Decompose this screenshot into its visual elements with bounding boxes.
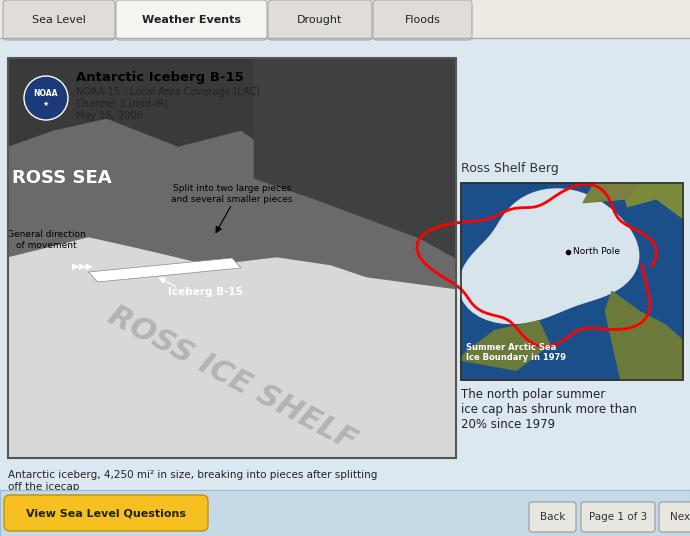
Polygon shape (583, 183, 639, 203)
Text: Channel 3 (mid-IR): Channel 3 (mid-IR) (76, 99, 168, 109)
FancyBboxPatch shape (4, 495, 208, 531)
Text: View Sea Level Questions: View Sea Level Questions (26, 508, 186, 518)
Bar (8, 290, 456, 458)
Polygon shape (605, 292, 683, 380)
Bar (0, 490, 690, 536)
Text: May 18, 2000: May 18, 2000 (76, 111, 143, 121)
Bar (8, 58, 456, 318)
FancyBboxPatch shape (116, 0, 267, 40)
Text: Back: Back (540, 512, 565, 522)
Text: Next: Next (671, 512, 690, 522)
Text: NOAA-15 - Local Area Coverage (LAC): NOAA-15 - Local Area Coverage (LAC) (76, 87, 260, 97)
Text: Antarctic Iceberg B-15: Antarctic Iceberg B-15 (76, 71, 244, 85)
Text: North Pole: North Pole (573, 248, 620, 256)
Polygon shape (88, 258, 241, 282)
Text: ★: ★ (43, 101, 49, 107)
FancyBboxPatch shape (3, 0, 115, 40)
Polygon shape (8, 58, 456, 218)
Text: Weather Events: Weather Events (142, 15, 241, 25)
Ellipse shape (24, 76, 68, 120)
Text: The north polar summer
ice cap has shrunk more than
20% since 1979: The north polar summer ice cap has shrun… (461, 388, 637, 431)
Text: ROSS SEA: ROSS SEA (12, 169, 112, 187)
Text: NOAA: NOAA (34, 88, 58, 98)
FancyBboxPatch shape (529, 502, 576, 532)
Bar (8, 58, 456, 458)
FancyBboxPatch shape (659, 502, 690, 532)
Text: Antarctic iceberg, 4,250 mi² in size, breaking into pieces after splitting
off t: Antarctic iceberg, 4,250 mi² in size, br… (8, 470, 377, 492)
Text: Sea Level: Sea Level (32, 15, 86, 25)
Text: Summer Arctic Sea
Ice Boundary in 1979: Summer Arctic Sea Ice Boundary in 1979 (466, 343, 566, 362)
Text: Floods: Floods (404, 15, 440, 25)
Bar (0, 38, 690, 490)
Polygon shape (621, 183, 683, 219)
Bar (461, 183, 683, 380)
Text: Ross Shelf Berg: Ross Shelf Berg (461, 162, 559, 175)
Bar (0, 0, 690, 38)
Polygon shape (255, 58, 456, 258)
Polygon shape (461, 321, 550, 370)
Polygon shape (8, 238, 456, 458)
Bar (461, 183, 683, 380)
FancyBboxPatch shape (268, 0, 372, 40)
FancyBboxPatch shape (373, 0, 472, 40)
Text: Drought: Drought (297, 15, 343, 25)
Text: General direction
of movement: General direction of movement (7, 230, 86, 250)
FancyBboxPatch shape (581, 502, 655, 532)
Text: ROSS ICE SHELF: ROSS ICE SHELF (103, 300, 361, 456)
Text: Split into two large pieces
and several smaller pieces: Split into two large pieces and several … (171, 184, 293, 204)
Text: Iceberg B-15: Iceberg B-15 (168, 287, 243, 297)
Bar (8, 58, 456, 458)
Text: Page 1 of 3: Page 1 of 3 (589, 512, 647, 522)
Polygon shape (460, 189, 639, 324)
